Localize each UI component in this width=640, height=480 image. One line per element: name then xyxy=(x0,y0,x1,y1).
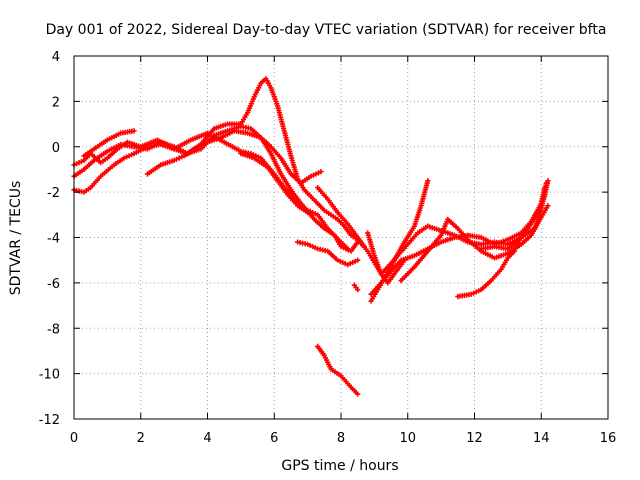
x-axis-label: GPS time / hours xyxy=(281,458,398,474)
data-point xyxy=(425,178,431,184)
x-tick-label: 6 xyxy=(270,431,278,446)
series-pass-h xyxy=(295,239,361,268)
x-tick-label: 12 xyxy=(466,431,483,446)
data-point xyxy=(545,178,551,184)
data-marks xyxy=(71,76,551,397)
series-pass-d xyxy=(144,128,324,186)
y-tick-label: -6 xyxy=(47,277,60,292)
series-pass-m xyxy=(368,184,548,297)
y-tick-label: 2 xyxy=(52,95,60,110)
y-tick-label: -8 xyxy=(47,322,60,337)
x-tick-label: 0 xyxy=(70,431,78,446)
x-tick-label: 14 xyxy=(533,431,550,446)
data-point xyxy=(361,243,367,250)
x-tick-label: 10 xyxy=(399,431,416,446)
series-pass-f xyxy=(315,184,367,250)
series-pass-j xyxy=(315,343,361,397)
y-tick-label: -12 xyxy=(39,413,60,428)
series-pass-p xyxy=(478,178,551,252)
series-pass-c xyxy=(71,76,408,286)
y-tick-label: 4 xyxy=(52,50,60,65)
data-point xyxy=(511,248,518,254)
x-tick-label: 16 xyxy=(600,431,617,446)
series-pass-g xyxy=(238,150,311,216)
data-point xyxy=(355,287,361,293)
series-pass-o xyxy=(455,248,518,300)
y-axis-label: SDTVAR / TECUs xyxy=(8,181,24,296)
data-point xyxy=(305,209,311,216)
y-tick-label: -2 xyxy=(47,186,60,201)
y-tick-label: 0 xyxy=(52,141,60,156)
grid xyxy=(74,56,608,419)
data-point xyxy=(131,128,137,134)
data-point xyxy=(355,257,361,263)
chart-title: Day 001 of 2022, Sidereal Day-to-day VTE… xyxy=(46,22,607,38)
series-pass-i xyxy=(351,282,361,293)
x-tick-label: 8 xyxy=(337,431,345,446)
x-tick-label: 2 xyxy=(137,431,145,446)
data-point xyxy=(355,391,361,397)
x-tick-label: 4 xyxy=(203,431,211,446)
axis-ticks: 0 2 4 6 8 10 12 14 16 -12 -10 -8 -6 -4 -2 0 2 4 xyxy=(39,50,617,446)
y-tick-label: -4 xyxy=(47,232,60,247)
data-point xyxy=(545,203,551,209)
data-point xyxy=(318,169,324,175)
y-tick-label: -10 xyxy=(39,368,60,383)
series-pass-e xyxy=(81,128,137,159)
